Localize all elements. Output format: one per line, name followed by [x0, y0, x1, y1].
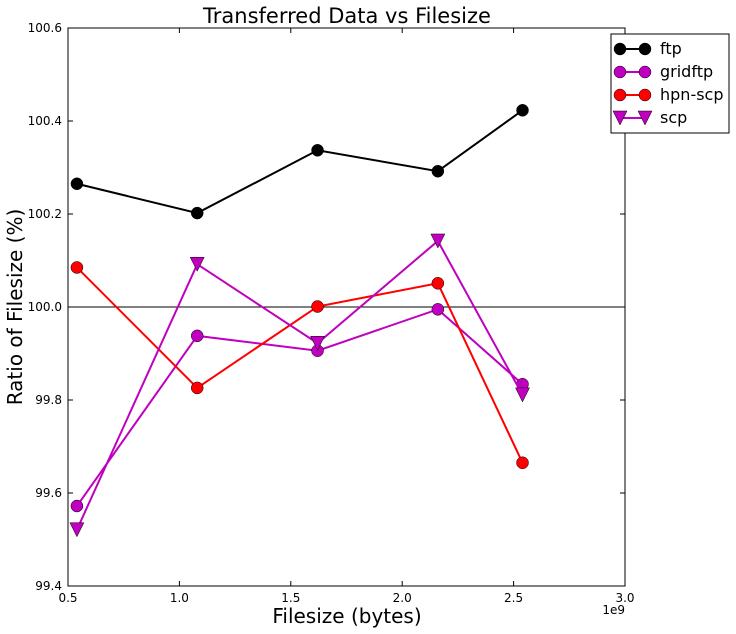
data-point-scp [189, 256, 205, 272]
data-point-hpn-scp [190, 381, 204, 395]
legend-label: ftp [660, 39, 682, 58]
legend-item-scp: scp [612, 108, 687, 127]
y-tick-label: 99.6 [35, 486, 62, 500]
data-point-gridftp [431, 303, 445, 316]
series-hpn-scp [70, 261, 529, 470]
axis-ticks: 0.5 1.0 1.5 2.0 2.5 3.0 99.4 99.6 99.8 100.0 100.2… [28, 21, 635, 605]
legend-item-hpn-scp: hpn-scp [613, 85, 724, 104]
series-layer [69, 104, 530, 538]
legend-item-gridftp: gridftp [613, 62, 713, 81]
series-gridftp [70, 303, 529, 513]
y-tick-label: 100.0 [28, 300, 62, 314]
data-point-ftp [516, 104, 529, 117]
data-point-hpn-scp [431, 277, 445, 290]
data-point-scp [430, 233, 446, 249]
data-point-scp [310, 336, 325, 351]
y-tick-label: 100.6 [28, 21, 62, 35]
y-tick-label: 99.4 [35, 579, 62, 593]
legend-marker [637, 110, 653, 126]
series-line-ftp [76, 109, 524, 215]
x-tick-label: 0.5 [58, 591, 77, 605]
y-tick-label: 99.8 [35, 393, 62, 407]
data-point-gridftp [70, 499, 84, 513]
series-line-hpn-scp [76, 266, 524, 464]
data-point-gridftp [190, 329, 204, 343]
y-tick-label: 100.2 [28, 207, 62, 221]
legend-label: hpn-scp [660, 85, 724, 104]
x-axis-exponent: 1e9 [602, 603, 625, 617]
data-point-ftp [431, 164, 445, 178]
legend-marker [613, 65, 627, 79]
legend-label: scp [660, 108, 687, 127]
y-tick-label: 100.4 [28, 114, 62, 128]
legend-item-ftp: ftp [613, 39, 682, 58]
legend-box [610, 33, 730, 134]
x-tick-label: 2.0 [393, 591, 412, 605]
data-point-hpn-scp [70, 261, 84, 274]
legend-marker [613, 42, 627, 56]
chart-title: Transferred Data vs Filesize [202, 4, 491, 28]
data-point-scp [69, 522, 85, 538]
series-ftp [70, 104, 529, 220]
x-tick-label: 1.5 [281, 591, 300, 605]
x-tick-label: 2.5 [504, 591, 523, 605]
legend: ftp gridftp hpn-scp scp [610, 33, 730, 134]
data-point-scp [515, 387, 530, 403]
legend-marker [613, 88, 627, 102]
y-axis-title: Ratio of Filesize (%) [3, 209, 27, 406]
series-line-gridftp [76, 308, 524, 507]
x-axis-title: Filesize (bytes) [272, 604, 421, 628]
data-point-ftp [190, 206, 204, 220]
legend-marker [638, 88, 652, 102]
legend-marker [638, 42, 652, 56]
data-point-ftp [70, 177, 84, 191]
legend-marker [638, 65, 652, 79]
series-scp [69, 233, 530, 538]
data-point-ftp [311, 144, 324, 157]
x-tick-label: 1.0 [170, 591, 189, 605]
x-tick-label: 3.0 [615, 591, 634, 605]
legend-marker [612, 110, 628, 126]
series-line-scp [76, 239, 524, 531]
data-point-hpn-scp [311, 300, 324, 313]
data-point-hpn-scp [516, 456, 529, 470]
legend-label: gridftp [660, 62, 713, 81]
